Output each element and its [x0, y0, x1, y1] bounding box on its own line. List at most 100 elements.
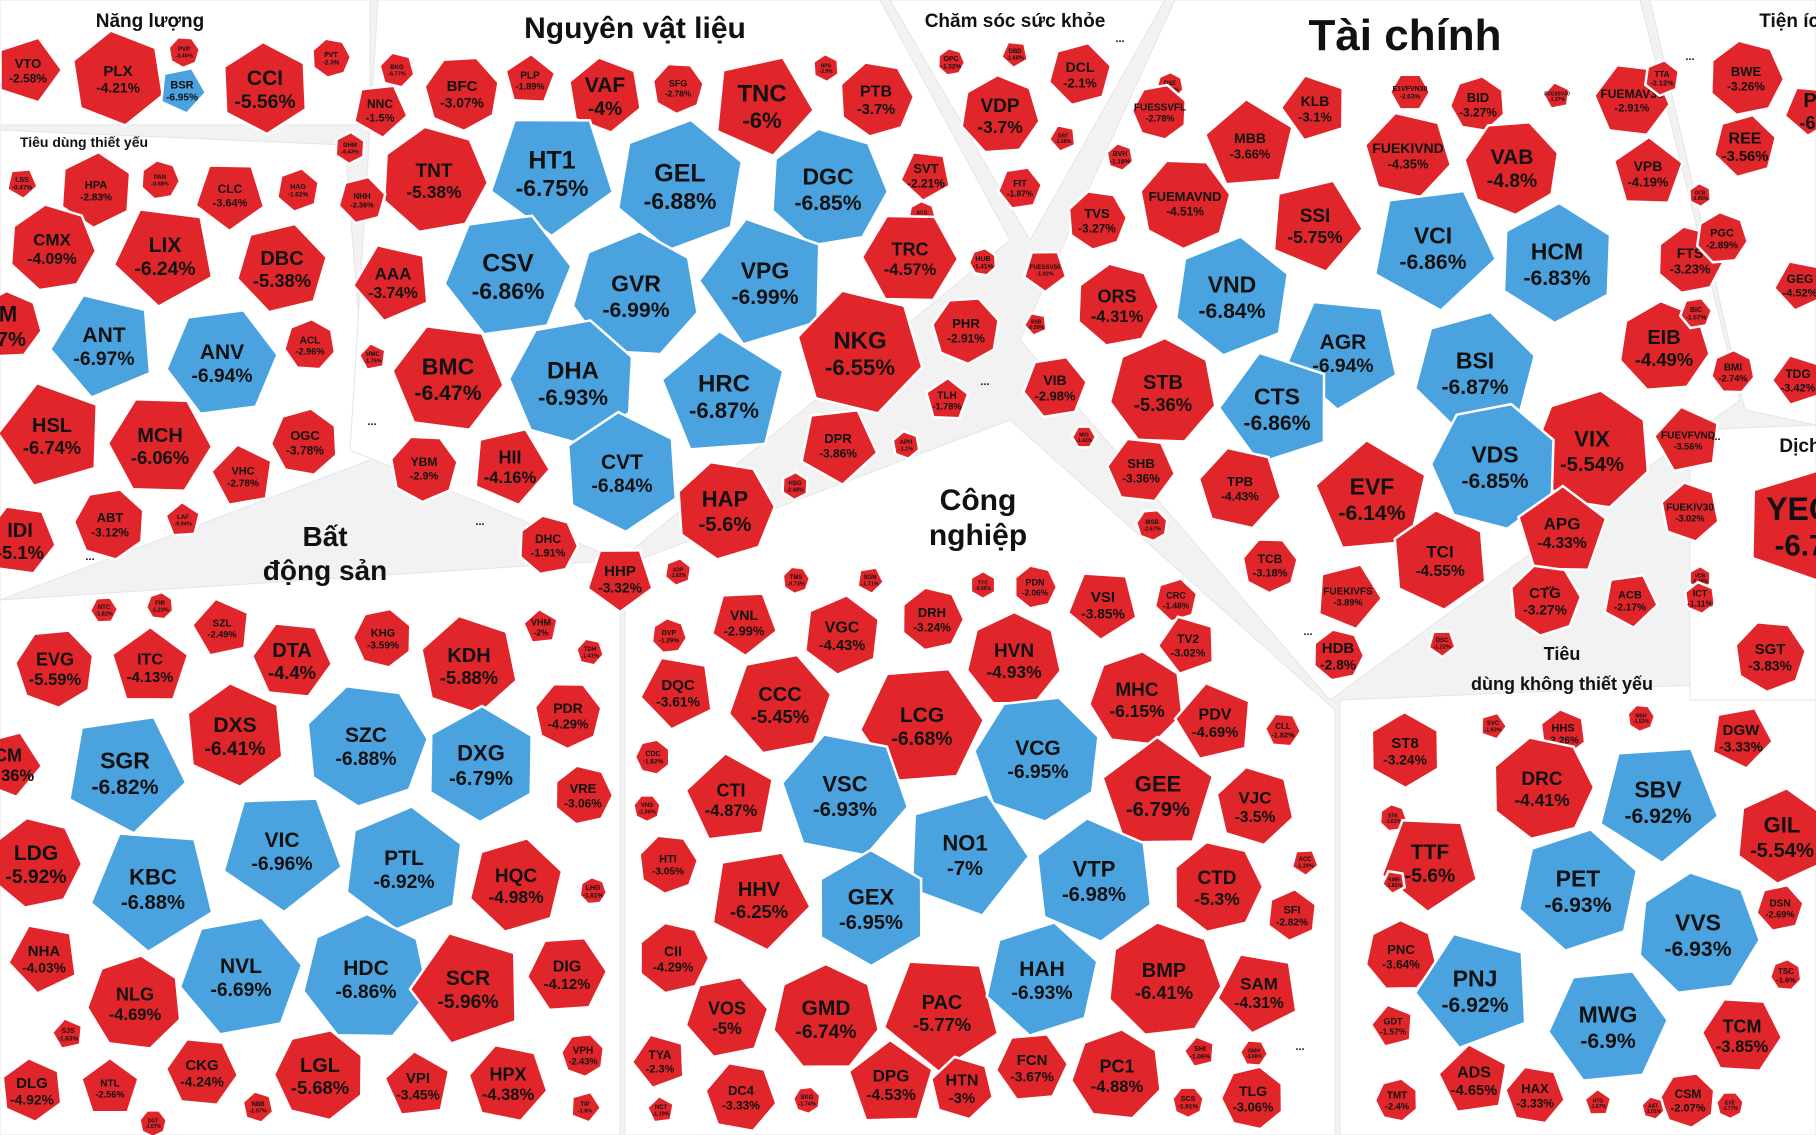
stock-tile-fuekiv30[interactable] — [1660, 481, 1720, 543]
stock-tile-itc[interactable] — [110, 625, 190, 701]
stock-cell-dig[interactable]: DIG-4.12% — [525, 936, 609, 1012]
stock-cell-cts[interactable]: CTS-6.86% — [1217, 351, 1326, 465]
stock-cell-vhc[interactable]: VHC-2.78% — [209, 442, 273, 507]
stock-cell-acb[interactable]: ACB-2.17% — [1603, 573, 1660, 630]
stock-cell-csm[interactable]: CSM-2.07% — [1658, 1072, 1716, 1130]
stock-tile-ldg[interactable] — [0, 816, 84, 909]
stock-tile-gex[interactable] — [819, 848, 923, 968]
stock-cell-cvt[interactable]: CVT-6.84% — [566, 410, 678, 534]
stock-cell-ssi[interactable]: SSI-5.75% — [1272, 179, 1365, 274]
stock-tile-ssb[interactable] — [1022, 311, 1048, 338]
stock-tile-nct[interactable] — [645, 1094, 675, 1124]
stock-cell-ogc[interactable]: OGC-3.78% — [269, 407, 338, 477]
stock-cell-ant[interactable]: ANT-6.97% — [48, 293, 152, 400]
stock-tile-clc[interactable] — [194, 164, 266, 233]
stock-tile-dc4[interactable] — [704, 1061, 778, 1133]
stock-cell-tnc[interactable]: TNC-6% — [715, 55, 816, 158]
stock-cell-tta[interactable]: TTA-2.12% — [1643, 58, 1681, 98]
stock-cell-bic[interactable]: BIC-1.07% — [1678, 296, 1714, 330]
stock-tile-sfg[interactable] — [651, 62, 705, 116]
stock-tile-vgc[interactable] — [803, 593, 881, 677]
stock-tile-tnc[interactable] — [715, 55, 816, 158]
stock-tile-fuevfvnd[interactable] — [1652, 405, 1719, 473]
stock-cell-hub[interactable]: HUB-1.41% — [967, 246, 998, 277]
stock-cell-evf[interactable]: EVF-6.14% — [1313, 438, 1427, 550]
stock-cell-cti[interactable]: CTI-4.87% — [684, 751, 775, 841]
stock-cell-tya[interactable]: TYA-2.3% — [630, 1033, 685, 1090]
stock-tile-ntl[interactable] — [79, 1056, 140, 1114]
stock-cell-tyc[interactable]: TYC-0.95% — [969, 569, 997, 601]
stock-tile-bmi[interactable] — [1710, 348, 1756, 394]
stock-tile-shi[interactable] — [1182, 1035, 1215, 1069]
stock-cell-bid[interactable]: BID-3.27% — [1448, 74, 1506, 133]
stock-tile-vjc[interactable] — [1215, 765, 1295, 847]
stock-tile-pdn[interactable] — [1013, 564, 1059, 610]
stock-tile-tvs[interactable] — [1067, 190, 1129, 252]
stock-cell-nkg[interactable]: NKG-6.55% — [796, 289, 924, 415]
stock-tile-aph[interactable] — [891, 429, 921, 461]
stock-tile-ssi[interactable] — [1272, 179, 1365, 274]
stock-cell-adp[interactable]: ADP-1.82% — [663, 556, 693, 588]
stock-tile-htn[interactable] — [929, 1055, 995, 1121]
stock-cell-ybm[interactable]: YBM-2.9% — [389, 435, 459, 504]
stock-cell-vre[interactable]: VRE-3.06% — [554, 764, 615, 826]
stock-cell-ckg[interactable]: CKG-4.24% — [164, 1037, 240, 1107]
stock-cell-pgc[interactable]: PGC-2.89% — [1695, 210, 1750, 264]
stock-tile-tci[interactable] — [1393, 508, 1487, 612]
stock-tile-svt[interactable] — [898, 150, 952, 203]
stock-cell-hap[interactable]: HAP-5.6% — [677, 460, 777, 561]
stock-tile-e1vfvn30[interactable] — [1388, 73, 1432, 111]
stock-tile-sam[interactable] — [1215, 953, 1298, 1035]
stock-tile-sfi[interactable] — [1266, 887, 1318, 943]
stock-tile-hsg[interactable] — [781, 470, 809, 502]
stock-cell-trc[interactable]: TRC-4.57% — [860, 214, 960, 302]
stock-cell-mch[interactable]: MCH-6.06% — [106, 397, 214, 493]
stock-cell-dhm[interactable]: DHM-6.43% — [334, 130, 366, 166]
stock-cell-vic[interactable]: VIC-6.96% — [222, 797, 344, 914]
stock-cell-dbt[interactable]: DBT-1.58% — [1047, 123, 1077, 154]
stock-tile-mwg[interactable] — [1546, 970, 1670, 1082]
stock-tile-mch[interactable] — [106, 397, 214, 493]
stock-cell-mig[interactable]: MIG-1.41% — [1070, 425, 1098, 449]
stock-cell-acc[interactable]: ACC-1.19% — [1290, 848, 1320, 878]
stock-tile-hax[interactable] — [1503, 1065, 1567, 1125]
stock-cell-tlg[interactable]: TLG-3.06% — [1219, 1065, 1284, 1131]
stock-cell-dlg[interactable]: DLG-4.92% — [1, 1056, 63, 1124]
stock-cell-cdc[interactable]: CDC-1.82% — [633, 738, 671, 776]
stock-cell-hhp[interactable]: HHP-3.32% — [586, 549, 654, 614]
stock-cell-vnd[interactable]: VND-6.84% — [1174, 235, 1290, 357]
stock-tile-tlh[interactable] — [924, 376, 970, 420]
stock-tile-hdb[interactable] — [1313, 628, 1366, 682]
stock-tile-drc[interactable] — [1493, 736, 1596, 841]
stock-cell-hpg[interactable]: HPG-3.9% — [812, 52, 840, 84]
stock-tile-csm[interactable] — [1658, 1072, 1716, 1130]
stock-tile-vvs[interactable] — [1638, 871, 1762, 995]
stock-tile-hcm[interactable] — [1502, 201, 1612, 325]
stock-cell-gil[interactable]: GIL-5.54% — [1736, 786, 1816, 886]
stock-cell-yeg[interactable]: YEG-6.7 — [1751, 469, 1816, 582]
stock-cell-cci[interactable]: CCI-5.56% — [222, 40, 308, 136]
stock-cell-nlg[interactable]: NLG-4.69% — [85, 954, 182, 1050]
stock-tile-bwe[interactable] — [1710, 39, 1786, 117]
stock-cell-ctg[interactable]: CTG-3.27% — [1510, 564, 1583, 638]
stock-cell-tci[interactable]: TCI -4.55% — [1393, 508, 1487, 612]
stock-tile-nhh[interactable] — [337, 175, 387, 225]
stock-tile-plp[interactable] — [504, 52, 557, 103]
stock-cell-p[interactable]: P-6. — [1783, 86, 1816, 138]
stock-cell-svt[interactable]: SVT-2.21% — [898, 150, 952, 203]
stock-cell-gmh[interactable]: GMH-1.66% — [1238, 1039, 1270, 1067]
stock-tile-pnc[interactable] — [1364, 918, 1438, 990]
stock-tile-p[interactable] — [1783, 86, 1816, 138]
stock-cell-vtp[interactable]: VTP-6.98% — [1035, 816, 1153, 944]
stock-cell-bsi[interactable]: BSI-6.87% — [1413, 310, 1537, 434]
stock-cell-hti[interactable]: HTI-3.05% — [638, 834, 700, 896]
stock-tile-bmc[interactable] — [391, 324, 505, 432]
stock-tile-ntc[interactable] — [88, 596, 120, 624]
stock-tile-dhm[interactable] — [334, 130, 366, 166]
stock-cell-pdr[interactable]: PDR-4.29% — [533, 682, 603, 751]
stock-cell-anv[interactable]: ANV-6.94% — [165, 308, 279, 416]
stock-tile-szc[interactable] — [306, 684, 430, 808]
stock-cell-dgw[interactable]: DGW-3.33% — [1711, 706, 1775, 771]
stock-cell-hcm[interactable]: HCM-6.83% — [1502, 201, 1612, 325]
stock-cell-vph[interactable]: VPH-2.43% — [559, 1032, 606, 1079]
